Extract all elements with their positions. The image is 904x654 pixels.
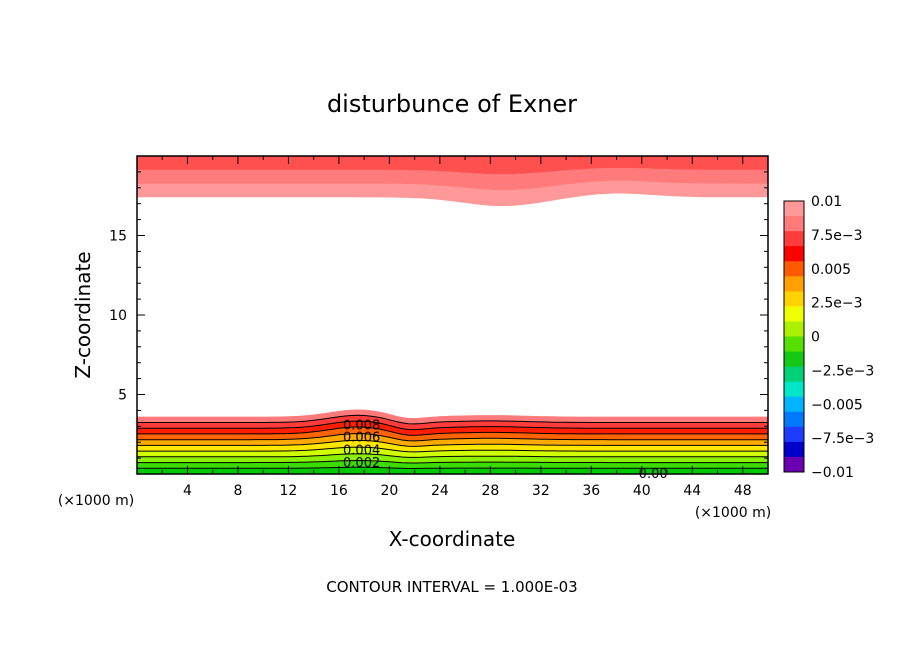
colorbar-swatch xyxy=(784,291,804,307)
axis-ticks xyxy=(137,156,768,474)
contour-line xyxy=(137,420,768,431)
colorbar-label: 0.01 xyxy=(811,194,842,210)
colorbar xyxy=(783,200,805,473)
x-tick-label: 12 xyxy=(280,483,298,499)
contour-line xyxy=(137,433,768,442)
x-tick-label: 24 xyxy=(431,483,449,499)
colorbar-swatch xyxy=(784,216,804,232)
colorbar-swatch xyxy=(784,351,804,368)
colorbar-swatch xyxy=(784,321,804,337)
colorbar-swatch xyxy=(784,306,804,322)
y-tick-label: 15 xyxy=(109,229,127,245)
x-tick-label: 28 xyxy=(481,483,499,499)
x-tick-label: 48 xyxy=(734,483,752,499)
x-tick-label: 44 xyxy=(683,483,701,499)
x-tick-label: 20 xyxy=(380,483,398,499)
contour-line xyxy=(137,466,768,469)
y-tick-label: 10 xyxy=(109,308,127,324)
contour-band-top xyxy=(137,156,768,175)
contour-label: 0.004 xyxy=(343,443,380,458)
x-tick-label: 16 xyxy=(330,483,348,499)
contour-fill-bands xyxy=(137,156,768,474)
colorbar-swatch xyxy=(784,441,804,458)
colorbar-label: 0.005 xyxy=(811,262,851,278)
contour-label: 0.002 xyxy=(343,456,380,471)
contour-line xyxy=(137,426,768,436)
colorbar-label: 7.5e−3 xyxy=(811,228,863,244)
contour-line xyxy=(137,459,768,464)
contour-label: 0.006 xyxy=(343,431,380,446)
chart-title: disturbunce of Exner xyxy=(327,90,577,118)
contour-label: 0.00 xyxy=(639,467,668,482)
colorbar-label: −7.5e−3 xyxy=(811,431,874,447)
x-tick-label: 32 xyxy=(532,483,550,499)
colorbar-swatch xyxy=(784,246,804,262)
colorbar-swatch xyxy=(784,411,804,428)
x-tick-labels: 4 8 12 16 20 24 28 32 36 40 44 48 xyxy=(183,483,752,499)
contour-line xyxy=(137,414,768,425)
x-tick-label: 4 xyxy=(183,483,192,499)
colorbar-swatch xyxy=(784,276,804,292)
colorbar-label: 0 xyxy=(811,330,820,346)
colorbar-labels: 0.01 7.5e−3 0.005 2.5e−3 0 −2.5e−3 −0.005 −7.5e… xyxy=(811,194,874,481)
y-tick-labels: 5 10 15 xyxy=(109,229,127,404)
colorbar-swatch xyxy=(784,366,804,383)
contour-lines xyxy=(137,414,768,469)
colorbar-swatch xyxy=(784,426,804,443)
x-tick-label: 40 xyxy=(633,483,651,499)
contour-line xyxy=(137,446,768,453)
contour-line xyxy=(137,439,768,447)
x-tick-label: 8 xyxy=(233,483,242,499)
colorbar-swatch xyxy=(784,456,804,473)
x-unit-label: (×1000 m) xyxy=(695,505,771,521)
y-axis-title: Z-coordinate xyxy=(71,251,95,378)
x-tick-label: 36 xyxy=(582,483,600,499)
colorbar-swatch xyxy=(784,396,804,413)
colorbar-swatch xyxy=(784,231,804,247)
contour-label: 0.008 xyxy=(343,419,380,434)
contour-band-bottom xyxy=(137,467,768,474)
colorbar-frame xyxy=(783,200,805,473)
contour-interval-note: CONTOUR INTERVAL = 1.000E-03 xyxy=(326,578,577,596)
contour-line xyxy=(137,453,768,458)
colorbar-label: 2.5e−3 xyxy=(811,296,863,312)
colorbar-swatch xyxy=(784,261,804,277)
colorbar-swatch xyxy=(784,381,804,398)
x-axis-title: X-coordinate xyxy=(389,527,516,551)
colorbar-swatch xyxy=(784,201,804,217)
colorbar-label: −0.01 xyxy=(811,465,854,481)
colorbar-label: −2.5e−3 xyxy=(811,363,874,379)
y-tick-label: 5 xyxy=(118,388,127,404)
colorbar-swatch xyxy=(784,336,804,353)
colorbar-label: −0.005 xyxy=(811,397,863,413)
y-unit-label: (×1000 m) xyxy=(58,493,134,509)
